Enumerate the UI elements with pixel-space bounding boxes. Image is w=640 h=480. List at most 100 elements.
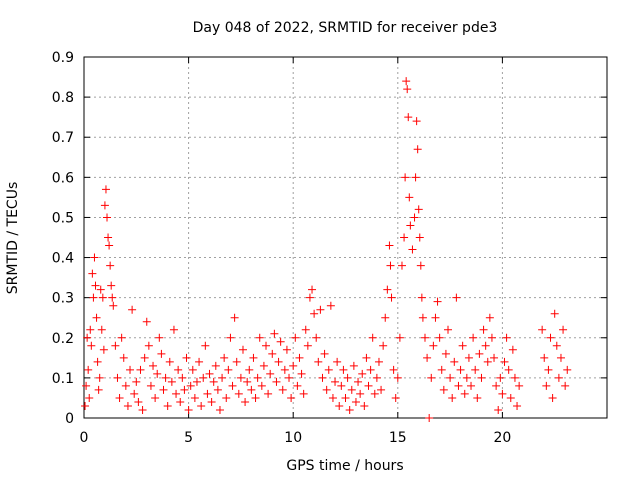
data-point	[83, 333, 92, 342]
data-point	[510, 373, 519, 382]
data-point	[163, 401, 172, 410]
data-point	[101, 185, 110, 194]
data-point	[180, 385, 189, 394]
data-point	[395, 333, 404, 342]
data-point	[197, 401, 206, 410]
data-point	[222, 393, 231, 402]
data-point	[504, 365, 513, 374]
data-point	[427, 373, 436, 382]
data-point	[113, 373, 122, 382]
data-point	[203, 389, 212, 398]
x-tick-label: 15	[389, 430, 407, 446]
data-point	[238, 345, 247, 354]
data-point	[226, 333, 235, 342]
data-point	[249, 353, 258, 362]
data-point	[415, 233, 424, 242]
data-point	[287, 393, 296, 402]
data-point	[94, 385, 103, 394]
data-point	[207, 397, 216, 406]
data-point	[556, 353, 565, 362]
data-point	[262, 341, 271, 350]
data-point	[195, 357, 204, 366]
data-point	[270, 329, 279, 338]
data-point	[167, 377, 176, 386]
data-point	[471, 365, 480, 374]
data-point	[559, 325, 568, 334]
data-point	[320, 349, 329, 358]
chart-title: Day 048 of 2022, SRMTID for receiver pde…	[193, 20, 498, 36]
data-point	[91, 281, 100, 290]
data-point	[401, 173, 410, 182]
data-point	[100, 201, 109, 210]
data-point	[464, 353, 473, 362]
data-point	[554, 373, 563, 382]
data-point	[142, 317, 151, 326]
data-point	[161, 373, 170, 382]
data-point	[272, 377, 281, 386]
data-point	[236, 373, 245, 382]
data-point	[473, 393, 482, 402]
data-point	[108, 293, 117, 302]
data-point	[134, 397, 143, 406]
data-point	[190, 393, 199, 402]
data-point	[377, 385, 386, 394]
data-point	[178, 373, 187, 382]
data-point	[328, 393, 337, 402]
data-point	[293, 381, 302, 390]
data-point	[299, 389, 308, 398]
data-point	[561, 381, 570, 390]
data-point	[316, 305, 325, 314]
data-point	[285, 373, 294, 382]
data-point	[454, 381, 463, 390]
y-tick-label: 0.7	[52, 130, 74, 146]
axis-ticks: 0 0.1 0.2 0.3 0.4 0.5 0.6 0.7 0.8 0.9 0 5 10 15 20	[52, 50, 607, 446]
data-point	[182, 353, 191, 362]
data-point	[82, 381, 91, 390]
data-point	[508, 345, 517, 354]
data-point	[354, 377, 363, 386]
data-point	[136, 365, 145, 374]
data-point	[184, 405, 193, 414]
data-point	[247, 385, 256, 394]
data-point	[85, 393, 94, 402]
data-point	[335, 401, 344, 410]
data-point	[500, 357, 509, 366]
data-point	[452, 293, 461, 302]
data-point	[538, 325, 547, 334]
data-point	[255, 333, 264, 342]
data-point	[264, 389, 273, 398]
data-point	[146, 381, 155, 390]
data-point	[411, 173, 420, 182]
data-point	[119, 353, 128, 362]
y-tick-label: 0	[65, 411, 74, 427]
data-point	[84, 365, 93, 374]
data-point	[123, 401, 132, 410]
y-axis-label: SRMTID / TECUs	[5, 182, 21, 295]
data-point	[475, 349, 484, 358]
data-point	[477, 373, 486, 382]
data-point	[280, 365, 289, 374]
data-point	[429, 341, 438, 350]
data-point	[496, 373, 505, 382]
data-point	[308, 285, 317, 294]
data-point	[209, 377, 218, 386]
data-point	[485, 313, 494, 322]
data-point	[199, 373, 208, 382]
x-tick-label: 5	[184, 430, 193, 446]
data-point	[333, 357, 342, 366]
data-point	[425, 414, 434, 422]
data-point	[506, 393, 515, 402]
data-point	[188, 365, 197, 374]
data-point	[90, 253, 99, 262]
data-point	[318, 373, 327, 382]
data-point	[87, 341, 96, 350]
data-point	[93, 357, 102, 366]
data-point	[295, 353, 304, 362]
data-point	[494, 405, 503, 414]
data-point	[412, 117, 421, 126]
data-point	[441, 349, 450, 358]
data-point	[106, 261, 115, 270]
data-point	[268, 349, 277, 358]
data-point	[433, 297, 442, 306]
data-point	[469, 333, 478, 342]
